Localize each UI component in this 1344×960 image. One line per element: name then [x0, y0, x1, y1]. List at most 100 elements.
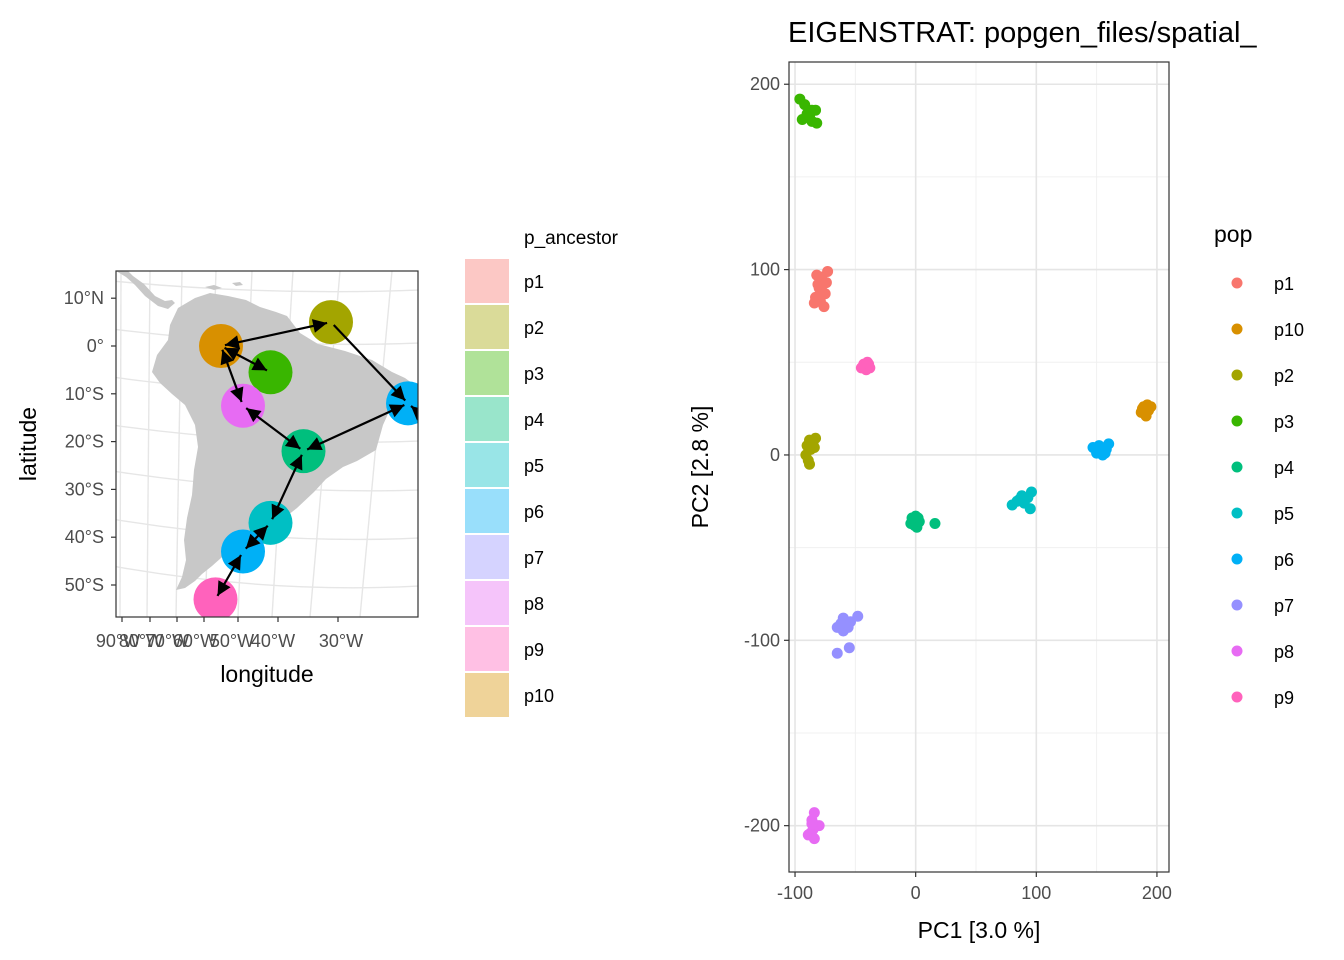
map-x-tick-label: 70°W: [145, 631, 189, 651]
pca-x-tick-label: 200: [1142, 883, 1172, 903]
pca-points: [794, 93, 1157, 845]
arrow-head: [284, 434, 301, 449]
map-plot-border: [115, 270, 419, 618]
map-y-tick-label: 50°S: [65, 575, 104, 595]
map-x-tick-label: 60°W: [173, 631, 217, 651]
map-x-tick-label: 80°W: [119, 631, 163, 651]
arrow-head: [224, 347, 241, 361]
arrow-head: [390, 385, 406, 401]
map-legend-label-p7: p7: [524, 548, 544, 568]
map-legend-key-p2: [465, 305, 509, 349]
pca-plot-border: [788, 61, 1170, 873]
arrow-head: [245, 533, 261, 549]
pca-x-axis-title: PC1 [3.0 %]: [918, 917, 1041, 943]
pca-legend-key-p1: [1231, 277, 1243, 289]
arrow-head: [434, 425, 449, 439]
map-legend-key-p4: [465, 397, 509, 441]
pca-legend-label-p6: p6: [1274, 550, 1294, 570]
pca-point-p7: [831, 647, 843, 659]
pca-legend-label-p4: p4: [1274, 458, 1294, 478]
pca-legend-key-p7: [1231, 599, 1243, 611]
map-legend-label-p3: p3: [524, 364, 544, 384]
map-x-tick-label: 90°W: [96, 631, 140, 651]
arrow-head: [217, 580, 231, 596]
arrow-head: [220, 349, 234, 366]
pca-point-p2: [804, 458, 816, 470]
arrow-head: [230, 386, 244, 402]
map-legend-key-p6: [465, 489, 509, 533]
pca-grid: [789, 62, 1169, 872]
arrow-head: [246, 408, 262, 423]
deme-p9: [193, 577, 238, 617]
map-x-tick-label: 50°W: [210, 631, 254, 651]
pca-point-p1: [812, 278, 824, 290]
pca-y-tick-label: -100: [744, 630, 780, 650]
pca-point-p6: [1099, 447, 1111, 459]
arrow-head: [307, 437, 323, 451]
map-y-tick-label: 10°S: [65, 384, 104, 404]
pca-y-axis-title: PC2 [2.8 %]: [687, 406, 713, 529]
pca-title: EIGENSTRAT: popgen_files/spatial_: [788, 17, 1257, 49]
map-arrows: [216, 319, 449, 597]
pca-x-tick-label: -100: [777, 883, 813, 903]
arrow-head: [224, 335, 241, 350]
map-legend-label-p1: p1: [524, 272, 544, 292]
pca-point-p5: [1013, 493, 1025, 505]
arrow-head: [227, 555, 242, 571]
map-legend-key-p1: [465, 259, 509, 303]
pca-y-tick-label: 0: [770, 445, 780, 465]
map-legend-key-p8: [465, 581, 509, 625]
migration-arrow-p2-p6: [332, 324, 407, 402]
pca-point-p8: [806, 818, 818, 830]
map-x-axis-title: longitude: [220, 661, 313, 687]
pca-legend-label-p10: p10: [1274, 320, 1304, 340]
pca-legend-key-p10: [1231, 323, 1243, 335]
map-panel: 10°N 0° 10°S 20°S 30°S 40°S 50°S 90°W80°W70°W6…: [15, 228, 619, 717]
pca-legend-label-p9: p9: [1274, 688, 1294, 708]
arrow-head: [388, 404, 405, 418]
pca-point-p1: [820, 277, 832, 289]
map-legend: p1 p2 p3 p4 p5 p6 p7 p8 p9 p10: [465, 259, 554, 717]
deme-p4: [281, 429, 326, 474]
pca-y-tick-label: -200: [744, 816, 780, 836]
map-y-tick-label: 40°S: [65, 527, 104, 547]
map-legend-label-p4: p4: [524, 410, 544, 430]
map-legend-key-p7: [465, 535, 509, 579]
map-legend-key-p3: [465, 351, 509, 395]
pca-legend-label-p2: p2: [1274, 366, 1294, 386]
map-legend-key-p10: [465, 673, 509, 717]
pca-legend-key-p9: [1231, 691, 1243, 703]
pca-y-axis: 200 100 0 -100 -200: [744, 74, 789, 836]
map-legend-label-p2: p2: [524, 318, 544, 338]
pca-y-tick-label: 200: [750, 74, 780, 94]
pca-point-p1: [808, 297, 820, 309]
pca-x-axis: -100 0 100 200: [777, 872, 1172, 903]
pca-panel: EIGENSTRAT: popgen_files/spatial_ -100 0 1…: [687, 17, 1304, 943]
map-legend-label-p9: p9: [524, 640, 544, 660]
map-y-axis: 10°N 0° 10°S 20°S 30°S 40°S 50°S: [64, 288, 116, 595]
pca-legend-label-p7: p7: [1274, 596, 1294, 616]
map-y-tick-label: 20°S: [65, 432, 104, 452]
map-x-tick-label: 30°W: [319, 631, 363, 651]
map-legend-label-p8: p8: [524, 594, 544, 614]
map-legend-title: p_ancestor: [524, 228, 619, 249]
map-x-axis: 90°W80°W70°W60°W50°W40°W 30°W: [96, 617, 363, 651]
pca-x-tick-label: 0: [911, 883, 921, 903]
pca-point-p4: [906, 512, 918, 524]
pca-legend-key-p2: [1231, 369, 1243, 381]
pca-legend-label-p5: p5: [1274, 504, 1294, 524]
pca-legend-key-p5: [1231, 507, 1243, 519]
pca-point-p8: [808, 833, 820, 845]
pca-point-p1: [818, 301, 830, 313]
pca-point-p6: [1103, 438, 1115, 450]
pca-plot-background: [789, 62, 1169, 872]
map-legend-key-p9: [465, 627, 509, 671]
map-x-tick-label: 40°W: [251, 631, 295, 651]
map-legend-label-p6: p6: [524, 502, 544, 522]
pca-legend-key-p4: [1231, 461, 1243, 473]
pca-point-p7: [835, 618, 847, 630]
arrow-head: [311, 319, 328, 333]
deme-p8: [221, 383, 265, 428]
pca-point-p10: [1138, 401, 1150, 413]
